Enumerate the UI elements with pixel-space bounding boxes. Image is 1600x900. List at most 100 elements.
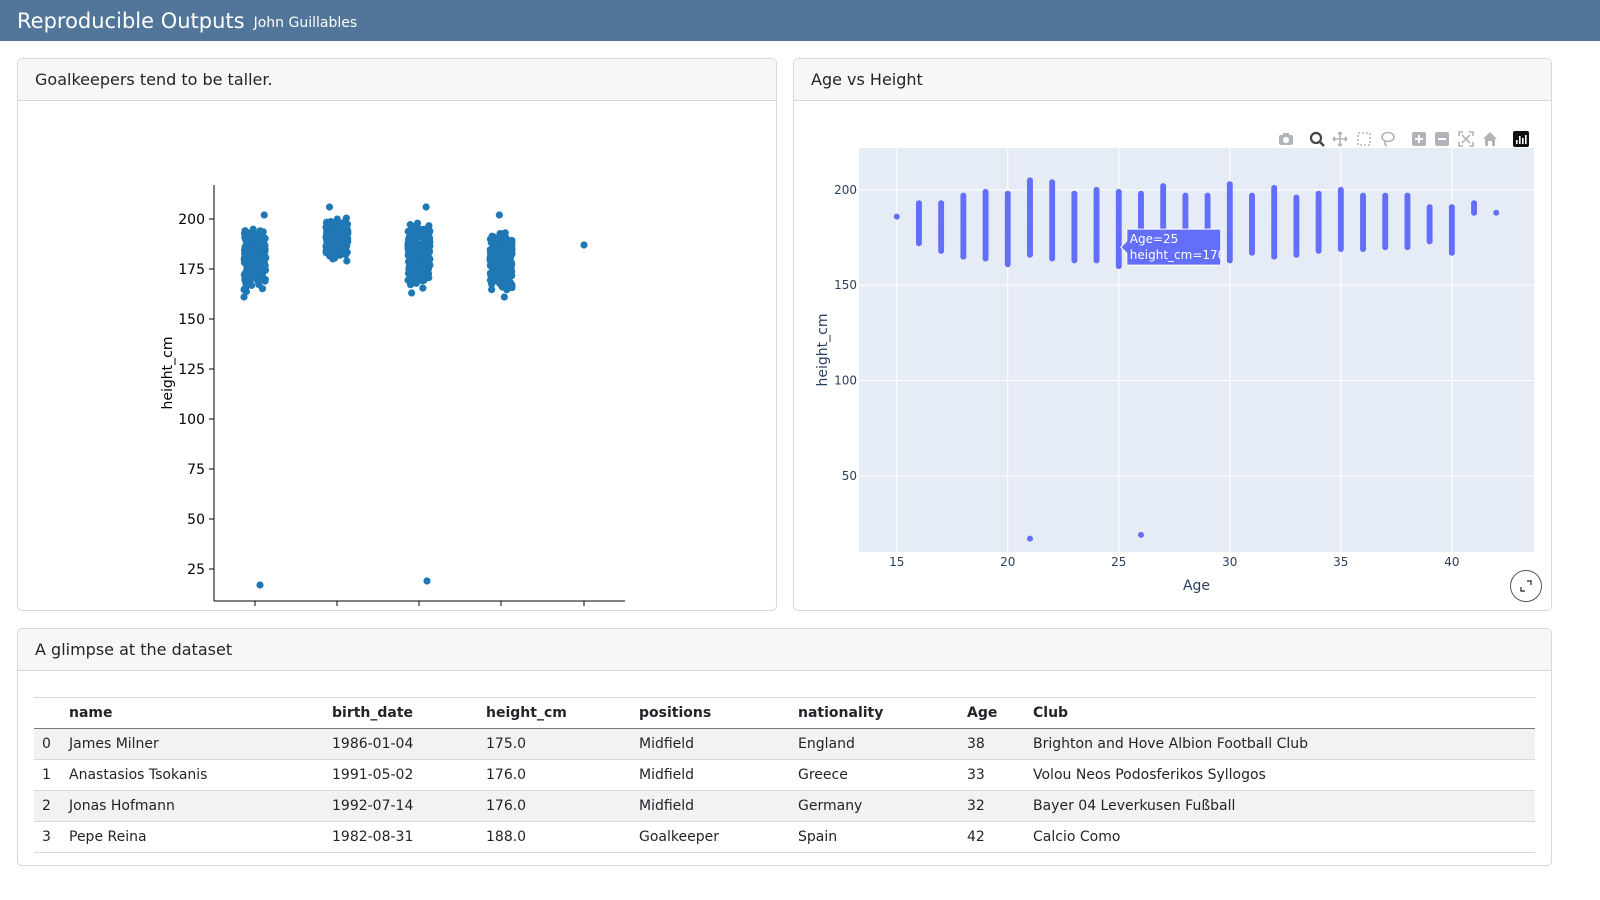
app-author: John Guillables: [253, 15, 358, 31]
table-cell: Calcio Como: [1025, 821, 1535, 853]
data-point: [960, 192, 967, 199]
tooltip-line: height_cm=170: [1130, 248, 1226, 262]
data-point: [507, 242, 516, 250]
dataset-card: A glimpse at the dataset name birth_date…: [17, 628, 1552, 866]
autoscale-icon[interactable]: [1458, 131, 1474, 147]
table-row: 0 James Milner 1986-01-04 175.0 Midfield…: [34, 728, 1535, 760]
data-point: [336, 251, 344, 259]
zoom-icon[interactable]: [1309, 131, 1325, 147]
data-point: [406, 256, 415, 264]
data-point: [254, 247, 262, 256]
data-point: [1204, 192, 1211, 199]
table-cell: 175.0: [478, 728, 631, 760]
data-point: [1115, 188, 1122, 195]
data-point: [500, 293, 508, 301]
data-point: [241, 227, 249, 235]
data-point: [491, 238, 499, 246]
data-point: [491, 252, 499, 260]
home-icon[interactable]: [1483, 132, 1497, 146]
zoom-in-icon[interactable]: [1412, 132, 1426, 146]
data-point: [1160, 183, 1167, 190]
table-cell: Germany: [790, 790, 959, 822]
data-point: [508, 236, 516, 245]
y-tick-label: 175: [178, 262, 205, 278]
table-row: 3 Pepe Reina 1982-08-31 188.0 Goalkeeper…: [34, 821, 1535, 853]
expand-icon: [1520, 580, 1532, 592]
data-point: [411, 241, 419, 249]
table-cell: 0: [34, 728, 61, 760]
tooltip-line: Age=25: [1130, 232, 1179, 246]
data-point: [499, 251, 507, 259]
data-point: [1026, 535, 1033, 542]
plotly-logo-icon[interactable]: [1513, 131, 1529, 147]
data-point: [325, 203, 334, 211]
data-point: [1426, 204, 1433, 211]
scatter-plot-card: Age vs Height 15 20 25 30 35 40 50 100 150 200 Age…: [793, 58, 1552, 611]
column-header: positions: [631, 697, 790, 729]
column-header: nationality: [790, 697, 959, 729]
y-tick-label: 25: [187, 562, 205, 578]
data-point: [503, 274, 511, 283]
app-header: Reproducible Outputs John Guillables: [0, 0, 1600, 41]
data-point: [256, 256, 264, 265]
data-point: [329, 247, 337, 255]
box-select-icon[interactable]: [1357, 132, 1371, 146]
expand-button[interactable]: [1510, 570, 1542, 602]
data-point: [1448, 204, 1455, 211]
age-height-plot[interactable]: 15 20 25 30 35 40 50 100 150 200 Age height_cm Age=2…: [794, 101, 1551, 610]
table-cell: 3: [34, 821, 61, 853]
data-point: [488, 286, 496, 294]
tooltip-box: [1120, 228, 1222, 266]
table-cell: 176.0: [478, 790, 631, 822]
table-cell: 32: [959, 790, 1025, 822]
x-tick-label: 40: [1444, 555, 1459, 569]
data-point: [406, 281, 415, 289]
data-point: [1071, 190, 1078, 197]
data-point: [248, 257, 256, 265]
pan-icon[interactable]: [1332, 131, 1348, 147]
data-point: [490, 233, 498, 241]
table-cell: Spain: [790, 821, 959, 853]
strip-plot: 255075100125150175200MidfieldGoalkeeperD…: [160, 185, 625, 606]
data-point: [405, 269, 413, 277]
table-cell: 1991-05-02: [324, 759, 478, 791]
data-point: [414, 249, 422, 258]
data-point: [1093, 186, 1100, 193]
data-point: [410, 269, 418, 277]
plot-modebar: [1279, 131, 1529, 147]
data-point: [408, 230, 417, 238]
data-point: [240, 293, 248, 301]
data-point: [256, 227, 264, 235]
camera-icon[interactable]: [1279, 133, 1293, 145]
data-point: [406, 275, 414, 283]
plot-background: [859, 148, 1534, 552]
y-tick-label: 200: [178, 212, 205, 228]
table-cell: 42: [959, 821, 1025, 853]
lasso-icon[interactable]: [1381, 131, 1395, 147]
data-point: [408, 289, 416, 297]
card-title-table: A glimpse at the dataset: [18, 629, 1551, 671]
data-point: [501, 244, 509, 252]
table-row: 1 Anastasios Tsokanis 1991-05-02 176.0 M…: [34, 759, 1535, 791]
y-tick-label: 75: [187, 462, 205, 478]
data-point: [1293, 194, 1300, 201]
card-title-left: Goalkeepers tend to be taller.: [18, 59, 776, 101]
table-cell: 1992-07-14: [324, 790, 478, 822]
zoom-out-icon[interactable]: [1435, 132, 1449, 146]
data-point: [492, 276, 500, 284]
data-point: [1404, 192, 1411, 199]
data-point: [261, 253, 270, 261]
x-tick-label: 15: [889, 555, 904, 569]
data-point: [247, 230, 255, 239]
data-point: [413, 225, 421, 233]
data-point: [501, 234, 509, 242]
data-point: [248, 248, 256, 256]
strip-plot-card: Goalkeepers tend to be taller. 25 50 75 100…: [17, 58, 777, 611]
x-axis-label: Age: [1183, 578, 1210, 594]
table-cell: 33: [959, 759, 1025, 791]
data-point: [938, 200, 945, 207]
app-title: Reproducible Outputs: [17, 8, 245, 33]
data-point: [343, 257, 351, 265]
table-cell: Greece: [790, 759, 959, 791]
y-tick-label: 50: [842, 469, 857, 483]
